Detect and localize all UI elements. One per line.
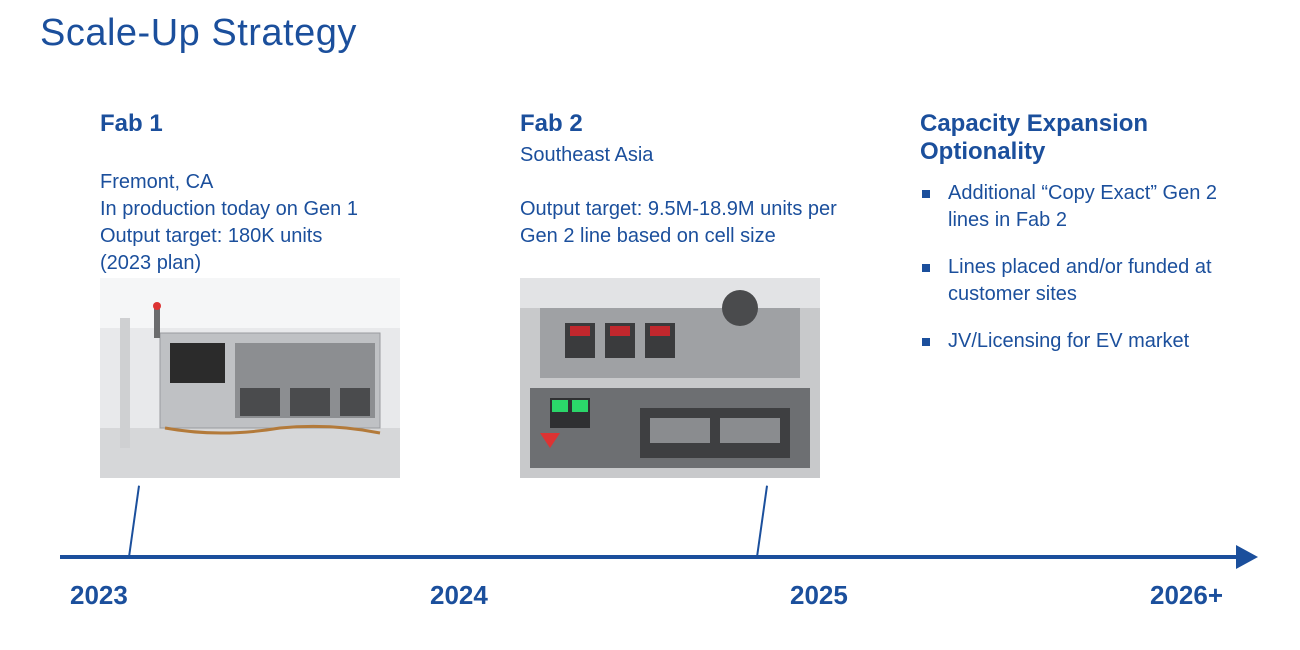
bullet-item: JV/Licensing for EV market [920, 328, 1260, 355]
fab2-heading: Fab 2 [520, 110, 860, 138]
fab2-body: Southeast Asia Output target: 9.5M-18.9M… [520, 142, 860, 250]
bullet-item: Lines placed and/or funded at customer s… [920, 254, 1260, 308]
timeline-tick [128, 486, 140, 558]
timeline-tick [756, 486, 768, 558]
timeline-line [60, 555, 1240, 559]
timeline-year: 2024 [430, 580, 488, 611]
column-optionality: Capacity Expansion Optionality Additiona… [920, 110, 1260, 375]
optionality-heading: Capacity Expansion Optionality [920, 110, 1260, 166]
timeline-year: 2025 [790, 580, 848, 611]
column-fab2: Fab 2 Southeast Asia Output target: 9.5M… [520, 110, 860, 250]
optionality-bullets: Additional “Copy Exact” Gen 2 lines in F… [920, 180, 1260, 355]
slide-root: Scale-Up Strategy Fab 1 Fremont, CA In p… [0, 0, 1300, 650]
timeline-arrow-icon [1236, 545, 1258, 569]
fab2-photo [520, 278, 820, 478]
slide-title: Scale-Up Strategy [40, 12, 357, 55]
timeline-year: 2023 [70, 580, 128, 611]
fab1-photo [100, 278, 400, 478]
fab1-heading: Fab 1 [100, 110, 440, 138]
bullet-item: Additional “Copy Exact” Gen 2 lines in F… [920, 180, 1260, 234]
timeline-year: 2026+ [1150, 580, 1223, 611]
column-fab1: Fab 1 Fremont, CA In production today on… [100, 110, 440, 305]
